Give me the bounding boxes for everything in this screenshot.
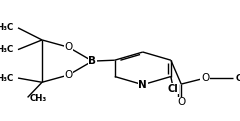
Text: CH₃: CH₃ [235, 74, 240, 83]
Text: O: O [177, 97, 185, 107]
Text: O: O [64, 42, 72, 52]
Text: H₃C: H₃C [0, 74, 13, 83]
Text: H₃C: H₃C [0, 45, 13, 54]
Text: O: O [201, 73, 209, 83]
Text: H₃C: H₃C [0, 23, 13, 32]
Text: O: O [64, 70, 72, 80]
Text: N: N [138, 80, 147, 90]
Text: CH₃: CH₃ [30, 94, 47, 102]
Text: B: B [88, 56, 96, 66]
Text: Cl: Cl [168, 84, 179, 94]
